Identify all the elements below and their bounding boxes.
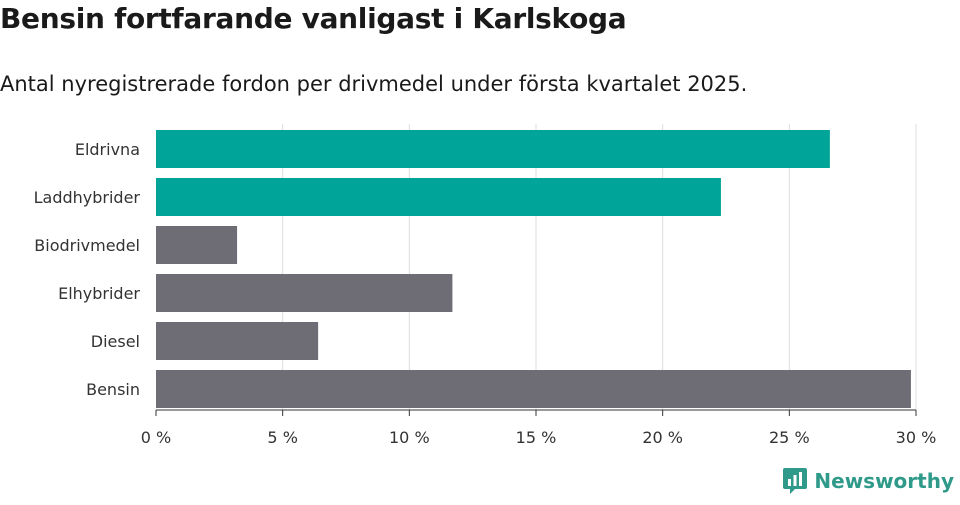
bar: [156, 130, 830, 168]
category-label: Bensin: [86, 380, 140, 399]
bar: [156, 226, 238, 264]
x-tick-label: 5 %: [267, 428, 297, 447]
x-tick-label: 20 %: [642, 428, 683, 447]
category-label: Elhybrider: [58, 284, 140, 303]
x-tick-label: 15 %: [516, 428, 557, 447]
x-tick-label: 30 %: [896, 428, 937, 447]
bar: [156, 274, 453, 312]
chart-title: Bensin fortfarande vanligast i Karlskoga: [0, 2, 627, 35]
category-label: Diesel: [91, 332, 140, 351]
bar: [156, 322, 319, 360]
bar: [156, 370, 911, 408]
chart-subtitle: Antal nyregistrerade fordon per drivmede…: [0, 72, 748, 96]
category-label: Eldrivna: [75, 140, 140, 159]
x-tick-label: 0 %: [141, 428, 171, 447]
x-tick-label: 10 %: [389, 428, 430, 447]
category-label: Laddhybrider: [34, 188, 141, 207]
x-tick-label: 25 %: [769, 428, 810, 447]
category-label: Biodrivmedel: [34, 236, 140, 255]
newsworthy-logo: Newsworthy: [782, 467, 954, 495]
newsworthy-icon: [783, 468, 808, 494]
bar: [156, 178, 721, 216]
brand-name: Newsworthy: [814, 469, 954, 493]
